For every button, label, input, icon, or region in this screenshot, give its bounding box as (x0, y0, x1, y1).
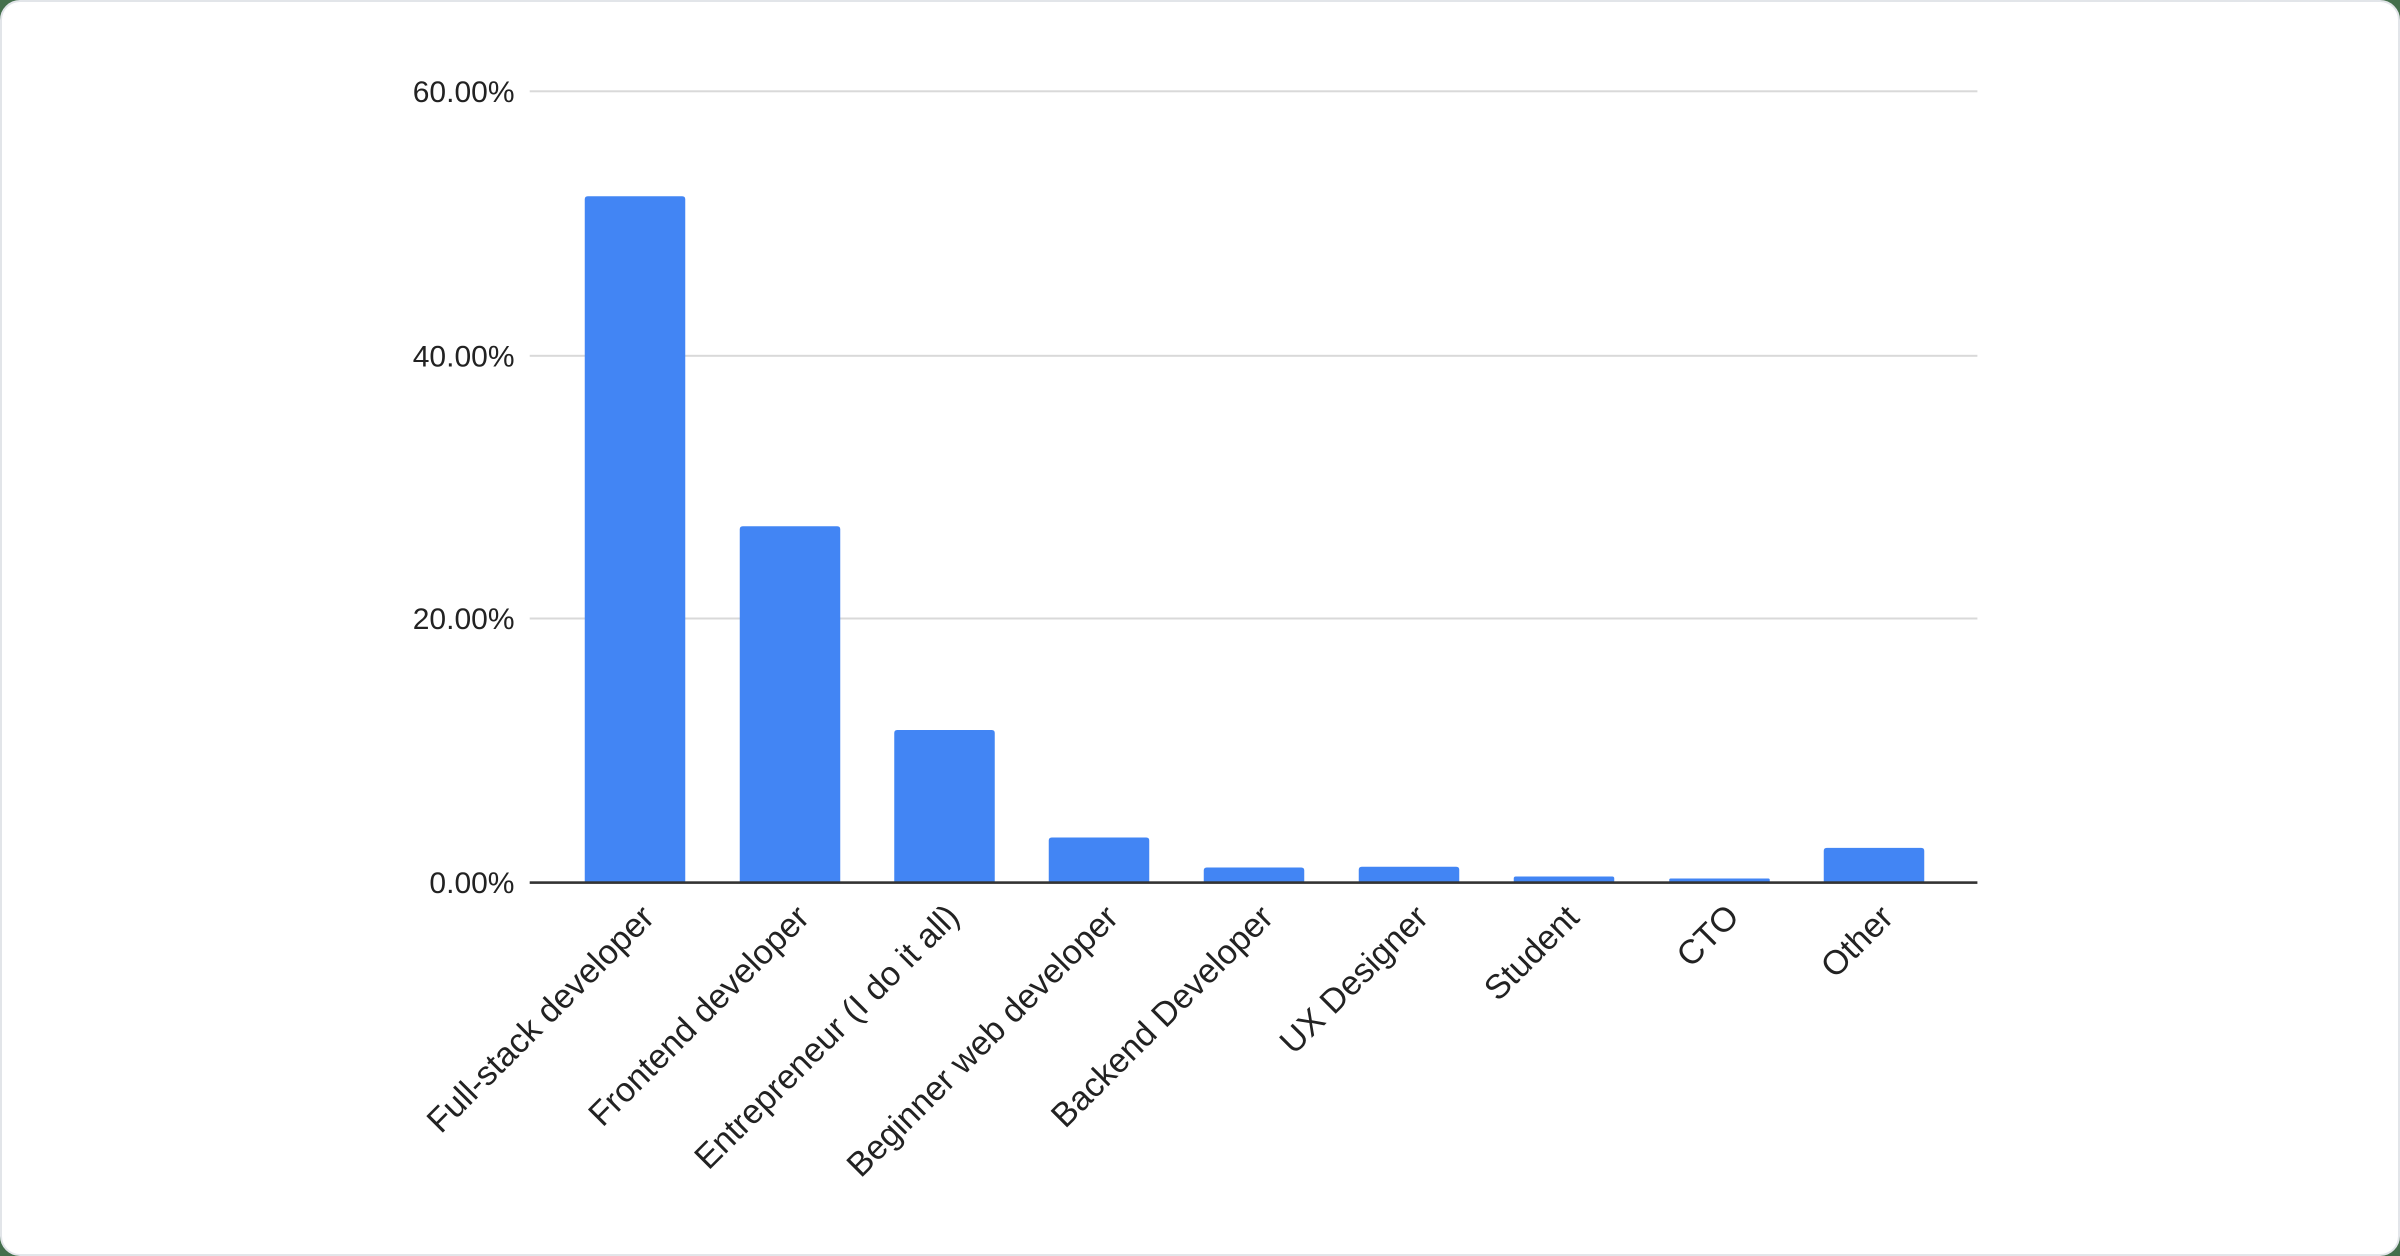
svg-text:Entrepreneur (I do it all): Entrepreneur (I do it all) (687, 897, 966, 1176)
svg-text:40.00%: 40.00% (413, 341, 515, 374)
svg-text:Beginner web developer: Beginner web developer (839, 898, 1125, 1184)
svg-text:UX Designer: UX Designer (1272, 898, 1435, 1061)
svg-text:Other: Other (1814, 898, 1901, 985)
svg-text:20.00%: 20.00% (413, 603, 515, 636)
svg-text:CTO: CTO (1669, 897, 1746, 974)
svg-text:0.00%: 0.00% (429, 867, 514, 900)
svg-text:Student: Student (1477, 898, 1587, 1008)
svg-text:60.00%: 60.00% (413, 76, 515, 109)
